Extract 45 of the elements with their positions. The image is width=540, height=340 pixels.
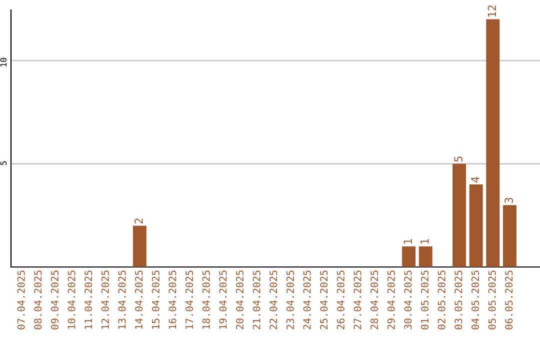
bar xyxy=(132,226,146,267)
x-tick-label: 30.04.2025 xyxy=(404,270,412,330)
x-tick-label: 29.04.2025 xyxy=(387,270,395,330)
data-label: 3 xyxy=(504,198,513,203)
x-tick-label: 07.04.2025 xyxy=(17,270,25,330)
x-tick-label: 18.04.2025 xyxy=(202,270,210,329)
x-tick-label: 15.04.2025 xyxy=(152,270,160,329)
x-tick-label: 21.04.2025 xyxy=(252,270,260,330)
x-tick-label: 03.05.2025 xyxy=(454,270,462,330)
x-tick-label: 17.04.2025 xyxy=(186,270,194,329)
x-tick-label: 20.04.2025 xyxy=(236,270,244,330)
x-tick-label: 11.04.2025 xyxy=(84,270,92,329)
data-label: 1 xyxy=(420,239,429,244)
x-tick-label: 02.05.2025 xyxy=(438,270,446,330)
x-tick-label: 19.04.2025 xyxy=(219,270,227,329)
x-tick-label: 13.04.2025 xyxy=(118,270,126,329)
bar xyxy=(452,164,466,267)
x-tick-label: 14.04.2025 xyxy=(135,270,143,329)
bar xyxy=(502,205,516,267)
x-tick-label: 23.04.2025 xyxy=(286,270,294,330)
x-tick-label: 04.05.2025 xyxy=(471,270,480,330)
x-tick-label: 05.05.2025 xyxy=(488,270,496,330)
data-label: 12 xyxy=(488,5,496,17)
x-tick-label: 16.04.2025 xyxy=(168,270,176,329)
x-tick-label: 12.04.2025 xyxy=(101,270,109,329)
x-tick-label: 09.04.2025 xyxy=(50,270,58,330)
x-tick-label: 22.04.2025 xyxy=(270,270,278,330)
x-tick-label: 08.04.2025 xyxy=(34,270,42,330)
data-label: 4 xyxy=(471,176,480,182)
x-tick-label: 01.05.2025 xyxy=(420,270,429,330)
bar xyxy=(486,19,500,267)
y-tick-label: 10 xyxy=(0,58,7,66)
x-tick-label: 28.04.2025 xyxy=(370,270,378,330)
x-tick-label: 10.04.2025 xyxy=(68,270,76,329)
x-tick-label: 26.04.2025 xyxy=(336,270,344,330)
x-tick-label: 25.04.2025 xyxy=(320,270,328,330)
x-tick-label: 27.04.2025 xyxy=(354,270,362,330)
bar xyxy=(469,184,483,267)
x-tick-label: 24.04.2025 xyxy=(303,270,311,330)
data-label: 2 xyxy=(134,218,143,224)
bar xyxy=(418,246,432,267)
data-label: 1 xyxy=(404,239,412,244)
x-tick-label: 06.05.2025 xyxy=(505,270,513,330)
data-label: 5 xyxy=(454,156,463,162)
bar xyxy=(402,246,416,267)
